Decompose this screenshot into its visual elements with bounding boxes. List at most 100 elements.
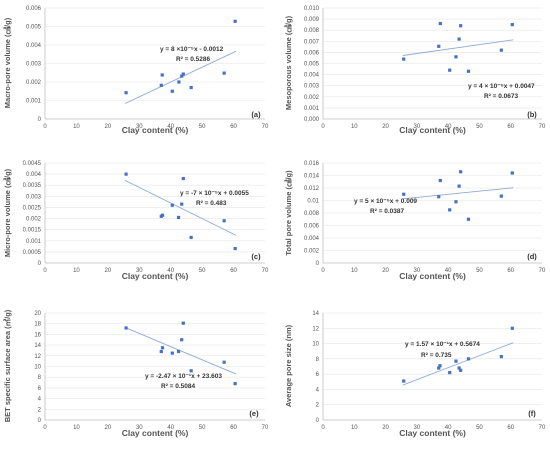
r-squared-label: R² = 0.735 bbox=[421, 352, 452, 359]
panel-label: (e) bbox=[249, 409, 259, 418]
y-tick-label: 0.01 bbox=[307, 199, 319, 205]
data-point bbox=[454, 359, 458, 363]
y-axis-title: Average pore size (nm) bbox=[284, 324, 293, 407]
x-tick-label: 20 bbox=[105, 425, 112, 431]
x-tick-label: 10 bbox=[73, 268, 80, 274]
data-point bbox=[402, 57, 406, 61]
data-point bbox=[437, 44, 441, 48]
data-point bbox=[402, 379, 406, 383]
x-tick-label: 20 bbox=[382, 425, 389, 431]
panel-label: (c) bbox=[251, 252, 261, 261]
x-tick-label: 60 bbox=[507, 124, 514, 130]
data-point bbox=[402, 192, 406, 196]
y-tick-label: 18 bbox=[34, 322, 41, 328]
y-tick-label: 0.010 bbox=[304, 6, 320, 12]
y-tick-label: 0.008 bbox=[304, 211, 320, 217]
x-tick-label: 50 bbox=[476, 425, 483, 431]
trendline-equation: y = 1.57 × 10⁻¹x + 0.5674 bbox=[405, 341, 480, 348]
y-tick-label: 6 bbox=[38, 386, 42, 392]
x-tick-label: 50 bbox=[199, 425, 206, 431]
y-tick-label: 0.006 bbox=[304, 50, 320, 56]
data-point bbox=[222, 219, 226, 223]
y-axis-title: Total pore volume (㎤/g) bbox=[283, 170, 293, 256]
x-axis-title: Clay content (%) bbox=[399, 271, 466, 281]
y-tick-label: 20 bbox=[34, 311, 41, 317]
x-tick-label: 70 bbox=[539, 268, 546, 274]
x-tick-label: 30 bbox=[414, 124, 421, 130]
x-axis-title: Clay content (%) bbox=[122, 125, 189, 135]
y-axis-title: Macro-pore volume (㎤/g) bbox=[2, 17, 12, 108]
data-point bbox=[222, 71, 226, 75]
y-tick-label: 0.003 bbox=[26, 62, 42, 68]
y-tick-label: 0.004 bbox=[304, 236, 320, 242]
trendline-equation: y = -2.47 × 10⁻¹x + 23.603 bbox=[145, 373, 222, 380]
x-tick-label: 60 bbox=[230, 425, 237, 431]
y-tick-label: 0.001 bbox=[304, 106, 320, 112]
x-tick-label: 30 bbox=[414, 425, 421, 431]
x-tick-label: 10 bbox=[351, 425, 358, 431]
data-point bbox=[170, 89, 174, 93]
data-point bbox=[438, 21, 442, 26]
data-point bbox=[437, 366, 441, 370]
data-point bbox=[180, 338, 184, 342]
y-tick-label: 0.006 bbox=[26, 6, 42, 12]
x-axis-title: Clay content (%) bbox=[122, 271, 189, 281]
data-point bbox=[159, 349, 163, 354]
y-tick-label: 8 bbox=[316, 357, 320, 363]
y-tick-label: 0.012 bbox=[304, 186, 320, 192]
data-point bbox=[448, 208, 452, 212]
data-point bbox=[176, 215, 181, 220]
data-point bbox=[438, 178, 442, 183]
data-point bbox=[170, 351, 174, 355]
x-axis-title: Clay content (%) bbox=[122, 428, 189, 438]
trendline bbox=[402, 39, 514, 56]
trendline bbox=[124, 327, 237, 375]
data-point bbox=[437, 195, 441, 199]
trendline-equation: y = 5 × 10⁻⁵x + 0.009 bbox=[354, 198, 417, 205]
data-point bbox=[499, 354, 503, 359]
data-point bbox=[124, 172, 128, 176]
y-tick-label: 0.002 bbox=[304, 249, 320, 255]
x-tick-label: 30 bbox=[136, 268, 143, 274]
data-point bbox=[170, 203, 174, 207]
y-tick-label: 0.003 bbox=[304, 84, 320, 90]
y-tick-label: 0.001 bbox=[26, 99, 42, 105]
x-tick-label: 10 bbox=[351, 124, 358, 130]
trendline bbox=[124, 180, 237, 236]
x-tick-label: 40 bbox=[167, 425, 174, 431]
data-point bbox=[466, 357, 471, 361]
y-tick-label: 0.000 bbox=[304, 117, 320, 123]
x-tick-label: 70 bbox=[262, 124, 269, 130]
y-tick-label: 0 bbox=[316, 418, 320, 424]
data-point bbox=[159, 83, 163, 87]
y-tick-label: 0.003 bbox=[26, 194, 42, 200]
y-tick-label: 12 bbox=[34, 354, 41, 360]
panel-label: (a) bbox=[251, 110, 261, 119]
x-tick-label: 50 bbox=[199, 124, 206, 130]
y-axis-title: Mesoporous volume (㎤/g) bbox=[283, 15, 293, 110]
y-tick-label: 12 bbox=[312, 326, 319, 332]
y-tick-label: 0.002 bbox=[26, 80, 42, 86]
y-tick-label: 0.0035 bbox=[23, 183, 42, 189]
data-point bbox=[233, 246, 237, 251]
x-tick-label: 10 bbox=[351, 268, 358, 274]
x-tick-label: 70 bbox=[539, 425, 546, 431]
x-tick-label: 30 bbox=[414, 268, 421, 274]
data-point bbox=[510, 171, 514, 175]
data-point bbox=[160, 346, 165, 350]
data-point bbox=[459, 24, 463, 28]
data-point bbox=[438, 364, 442, 368]
data-point bbox=[466, 217, 471, 221]
x-tick-label: 50 bbox=[476, 124, 483, 130]
data-point bbox=[454, 55, 458, 59]
y-tick-label: 0.005 bbox=[26, 25, 42, 31]
x-tick-label: 40 bbox=[445, 425, 452, 431]
x-tick-label: 40 bbox=[445, 124, 452, 130]
r-squared-label: R² = 0.5084 bbox=[161, 383, 196, 390]
data-point bbox=[510, 326, 514, 330]
r-squared-label: R² = 0.483 bbox=[196, 200, 227, 207]
y-tick-label: 0.014 bbox=[304, 174, 320, 180]
x-tick-label: 0 bbox=[43, 268, 47, 274]
x-tick-label: 30 bbox=[136, 425, 143, 431]
